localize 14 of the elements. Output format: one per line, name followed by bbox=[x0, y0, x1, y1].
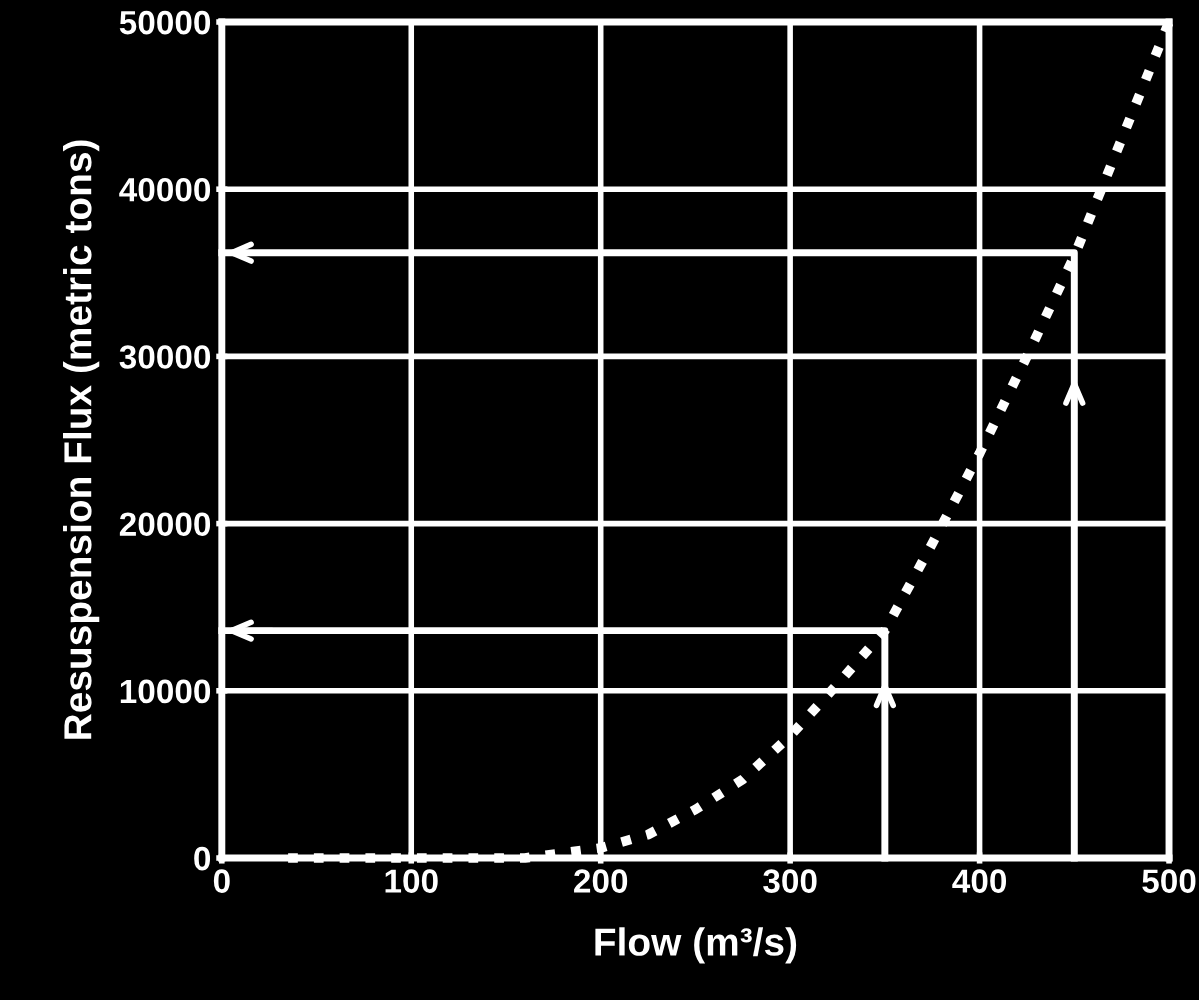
y-tick-label: 40000 bbox=[119, 178, 211, 202]
y-tick-label: 10000 bbox=[120, 679, 211, 704]
y-tick-label: 0 bbox=[194, 846, 211, 871]
y-tick-label: 50000 bbox=[119, 10, 211, 35]
x-tick-label: 300 bbox=[763, 869, 817, 893]
x-tick-label: 500 bbox=[1142, 869, 1196, 893]
x-tick-label: 0 bbox=[213, 869, 230, 893]
y-tick-label: 30000 bbox=[119, 345, 211, 369]
y-axis-title: Resuspension Flux (metric tons) bbox=[63, 140, 100, 739]
y-tick-label: 20000 bbox=[119, 512, 211, 537]
x-tick-label: 200 bbox=[574, 869, 628, 893]
x-tick-label: 100 bbox=[385, 869, 438, 893]
x-tick-label: 400 bbox=[952, 869, 1007, 893]
x-axis-title: Flow (m³/s) bbox=[595, 927, 797, 964]
